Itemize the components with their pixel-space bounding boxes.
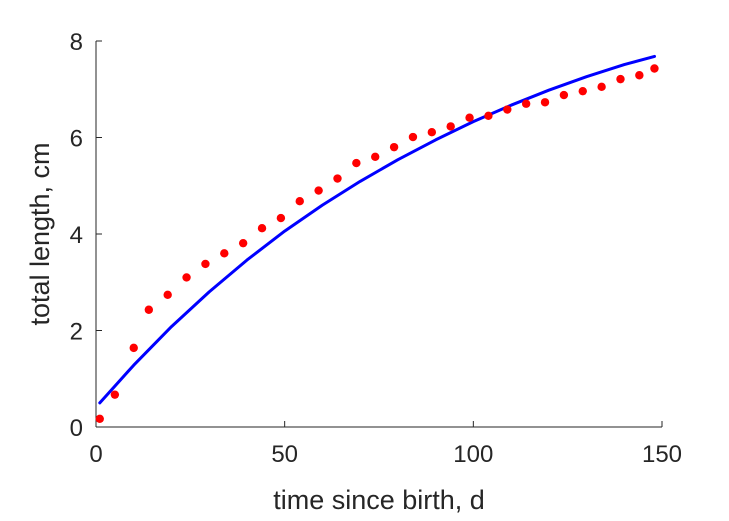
data-point <box>110 390 120 399</box>
x-axis-label: time since birth, d <box>273 485 485 515</box>
data-point <box>465 113 474 122</box>
data-point <box>408 132 418 142</box>
y-tick-label: 6 <box>70 126 83 153</box>
data-point <box>389 142 399 152</box>
data-point <box>257 224 267 233</box>
data-point <box>314 186 323 195</box>
y-tick-label: 4 <box>70 222 83 249</box>
axes <box>95 41 662 428</box>
data-point <box>333 174 342 183</box>
x-tick-label: 150 <box>642 441 682 468</box>
data-point <box>540 98 550 107</box>
data-point <box>650 64 659 73</box>
y-tick-label: 2 <box>70 319 83 346</box>
data-point <box>352 158 361 168</box>
data-point <box>95 414 104 423</box>
x-tick-label: 50 <box>271 441 298 468</box>
data-point <box>616 74 625 84</box>
data-point <box>295 196 304 206</box>
y-ticks: 0 2 4 6 8 <box>70 29 102 442</box>
data-point <box>182 273 191 282</box>
data-point <box>201 259 210 269</box>
series-line-fit <box>98 54 656 405</box>
data-point <box>129 343 138 353</box>
data-point <box>163 290 172 299</box>
data-point <box>371 152 380 161</box>
data-point <box>597 82 606 92</box>
data-point <box>484 111 493 120</box>
x-tick-label: 0 <box>89 441 102 468</box>
data-point <box>220 249 229 258</box>
x-tick-label: 100 <box>453 441 493 468</box>
data-point <box>446 122 455 131</box>
x-ticks: 0 50 100 150 <box>89 421 682 468</box>
y-tick-label: 0 <box>70 415 83 442</box>
series-scatter-points <box>95 64 659 423</box>
data-point <box>503 105 512 114</box>
data-point <box>635 71 644 80</box>
y-axis-label: total length, cm <box>25 142 55 325</box>
data-point <box>238 238 248 248</box>
y-tick-label: 8 <box>70 29 83 56</box>
data-point <box>276 213 286 223</box>
data-point <box>521 99 531 108</box>
data-point <box>144 305 154 314</box>
data-point <box>427 127 437 137</box>
data-point <box>578 86 587 96</box>
data-point <box>559 90 569 100</box>
